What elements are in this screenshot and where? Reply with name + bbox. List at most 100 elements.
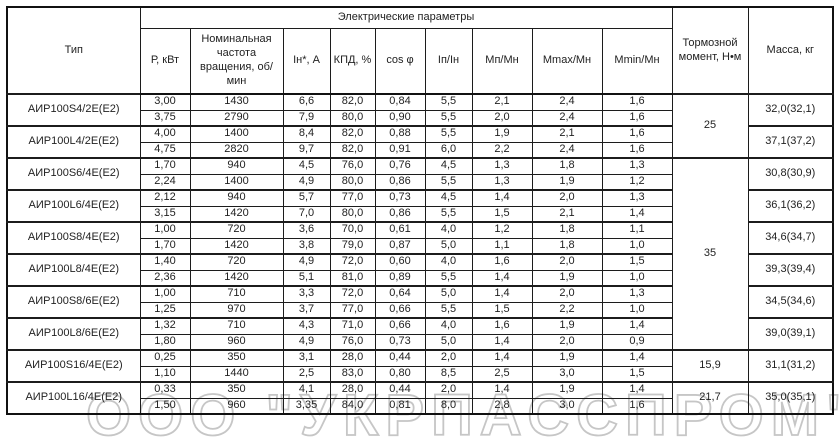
value-cell: 4,9 bbox=[282, 173, 331, 191]
value-cell: 4,00 bbox=[139, 125, 191, 143]
value-cell: 3,15 bbox=[139, 205, 191, 223]
value-cell: 4,75 bbox=[139, 141, 191, 159]
value-cell: 5,7 bbox=[282, 189, 331, 207]
value-cell: 1,3 bbox=[471, 173, 533, 191]
value-cell: 0,33 bbox=[139, 381, 191, 399]
value-cell: 1,4 bbox=[471, 333, 533, 351]
value-cell: 1,6 bbox=[601, 141, 673, 159]
value-cell: 0,9 bbox=[601, 333, 673, 351]
value-cell: 2,5 bbox=[471, 365, 533, 383]
value-cell: 0,60 bbox=[374, 253, 426, 271]
mass-cell: 34,6(34,7) bbox=[747, 221, 834, 255]
value-cell: 2,4 bbox=[531, 93, 603, 111]
value-cell: 4,0 bbox=[424, 317, 473, 335]
value-cell: 1,4 bbox=[471, 381, 533, 399]
value-cell: 1,3 bbox=[471, 157, 533, 175]
value-cell: 0,25 bbox=[139, 349, 191, 367]
value-cell: 82,0 bbox=[329, 93, 376, 111]
motor-type-cell: АИР100S8/4Е(Е2) bbox=[6, 221, 141, 255]
col-header-brake-torque: Тормозной момент, Н•м bbox=[671, 6, 749, 95]
value-cell: 0,44 bbox=[374, 349, 426, 367]
value-cell: 1,6 bbox=[601, 125, 673, 143]
value-cell: 1400 bbox=[189, 173, 284, 191]
table-row: АИР100S6/4Е(Е2) 1,70 940 4,5 76,0 0,76 4,5 1,3 1… bbox=[6, 157, 834, 351]
value-cell: 1,9 bbox=[531, 269, 603, 287]
value-cell: 0,80 bbox=[374, 365, 426, 383]
value-cell: 1,4 bbox=[471, 285, 533, 303]
value-cell: 77,0 bbox=[329, 189, 376, 207]
value-cell: 1440 bbox=[189, 365, 284, 383]
value-cell: 1,2 bbox=[601, 173, 673, 191]
value-cell: 2,0 bbox=[531, 189, 603, 207]
brake-torque-cell: 15,9 bbox=[671, 349, 749, 383]
table-row: 3,75 2790 7,9 80,0 0,90 5,5 2,0 2,4 1,6 bbox=[7, 109, 833, 127]
col-header-ip-in: Iп/Iн bbox=[424, 27, 473, 95]
value-cell: 4,9 bbox=[282, 253, 331, 271]
col-header-mass: Масса, кг bbox=[747, 6, 834, 95]
table-row: АИР100S8/4Е(Е2) 1,00 720 3,6 70,0 0,61 4,0 1,2 1… bbox=[6, 221, 834, 255]
table-row: 3,15 1420 7,0 80,0 0,86 5,5 1,5 2,1 1,4 bbox=[7, 205, 833, 223]
value-cell: 1,50 bbox=[139, 397, 191, 415]
table-row: АИР100L4/2Е(Е2) 4,00 1400 8,4 82,0 0,88 5,5 1,9… bbox=[6, 125, 834, 159]
value-cell: 3,0 bbox=[531, 397, 603, 415]
value-cell: 4,9 bbox=[282, 333, 331, 351]
value-cell: 350 bbox=[189, 381, 284, 399]
value-cell: 1,6 bbox=[471, 253, 533, 271]
value-cell: 960 bbox=[189, 397, 284, 415]
table-row: 1,10 1440 2,5 83,0 0,80 8,5 2,5 3,0 1,5 bbox=[7, 365, 833, 383]
value-cell: 2,8 bbox=[471, 397, 533, 415]
col-header-power: Р, кВт bbox=[139, 27, 191, 95]
col-header-type: Тип bbox=[6, 6, 141, 95]
value-cell: 6,0 bbox=[424, 141, 473, 159]
value-cell: 2,1 bbox=[471, 93, 533, 111]
value-cell: 1,9 bbox=[531, 349, 603, 367]
value-cell: 81,0 bbox=[329, 269, 376, 287]
value-cell: 1,25 bbox=[139, 301, 191, 319]
col-header-efficiency: КПД, % bbox=[329, 27, 376, 95]
col-header-electrical-group: Электрические параметры bbox=[139, 6, 673, 29]
value-cell: 3,7 bbox=[282, 301, 331, 319]
value-cell: 1,3 bbox=[601, 157, 673, 175]
value-cell: 80,0 bbox=[329, 109, 376, 127]
value-cell: 1,6 bbox=[601, 109, 673, 127]
value-cell: 2,5 bbox=[282, 365, 331, 383]
value-cell: 1,32 bbox=[139, 317, 191, 335]
value-cell: 0,86 bbox=[374, 205, 426, 223]
value-cell: 0,88 bbox=[374, 125, 426, 143]
value-cell: 4,0 bbox=[424, 221, 473, 239]
value-cell: 70,0 bbox=[329, 221, 376, 239]
value-cell: 2,0 bbox=[531, 285, 603, 303]
value-cell: 0,81 bbox=[374, 397, 426, 415]
value-cell: 3,6 bbox=[282, 221, 331, 239]
value-cell: 1,5 bbox=[601, 365, 673, 383]
value-cell: 77,0 bbox=[329, 301, 376, 319]
value-cell: 2,2 bbox=[471, 141, 533, 159]
value-cell: 4,5 bbox=[424, 157, 473, 175]
motor-parameters-table: Тип Электрические параметры Тормозной мо… bbox=[6, 6, 835, 415]
value-cell: 84,0 bbox=[329, 397, 376, 415]
value-cell: 2,0 bbox=[531, 253, 603, 271]
mass-cell: 37,1(37,2) bbox=[747, 125, 834, 159]
value-cell: 3,0 bbox=[531, 365, 603, 383]
value-cell: 2,0 bbox=[424, 381, 473, 399]
value-cell: 1,3 bbox=[601, 189, 673, 207]
mass-cell: 36,1(36,2) bbox=[747, 189, 834, 223]
value-cell: 1,10 bbox=[139, 365, 191, 383]
value-cell: 8,4 bbox=[282, 125, 331, 143]
table-row: 1,25 970 3,7 77,0 0,66 5,5 1,5 2,2 1,0 bbox=[7, 301, 833, 319]
mass-cell: 39,3(39,4) bbox=[747, 253, 834, 287]
value-cell: 2,1 bbox=[531, 205, 603, 223]
value-cell: 1,00 bbox=[139, 285, 191, 303]
value-cell: 1430 bbox=[189, 93, 284, 111]
value-cell: 7,0 bbox=[282, 205, 331, 223]
value-cell: 1,4 bbox=[601, 381, 673, 399]
table-body: АИР100S4/2Е(Е2) 3,00 1430 6,6 82,0 0,84 5,5 2,1… bbox=[6, 93, 834, 415]
brake-torque-cell: 35 bbox=[671, 157, 749, 351]
value-cell: 2,1 bbox=[531, 125, 603, 143]
value-cell: 1,9 bbox=[471, 125, 533, 143]
value-cell: 2,4 bbox=[531, 141, 603, 159]
value-cell: 2820 bbox=[189, 141, 284, 159]
value-cell: 0,66 bbox=[374, 301, 426, 319]
motor-type-cell: АИР100L6/4Е(Е2) bbox=[6, 189, 141, 223]
value-cell: 0,84 bbox=[374, 93, 426, 111]
